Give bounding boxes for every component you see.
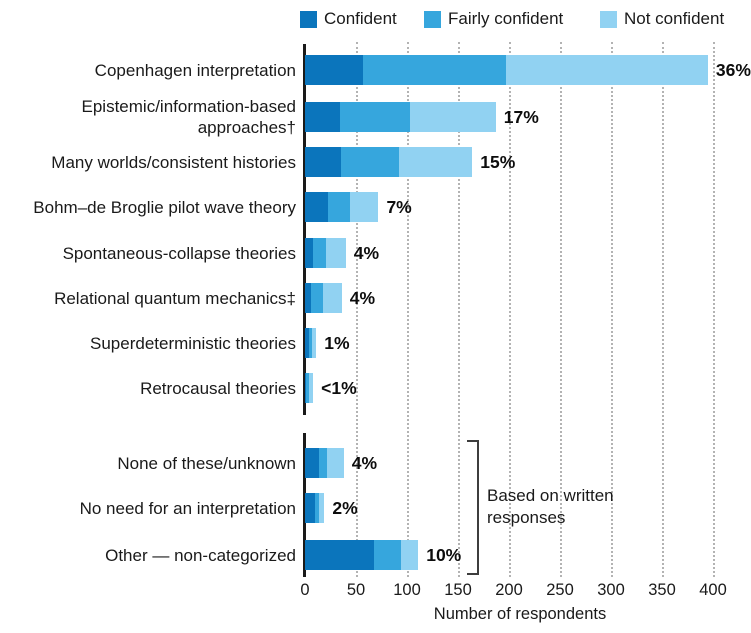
legend-label: Fairly confident xyxy=(448,9,564,28)
bar-segment-fairly-confident xyxy=(340,147,400,177)
category-label: Epistemic/information-based approaches† xyxy=(81,97,296,137)
bar-segment-not-confident xyxy=(323,283,342,313)
gridline-400 xyxy=(713,42,715,577)
bar-segment-confident xyxy=(305,448,321,478)
x-tick-label: 0 xyxy=(300,581,310,599)
bar-segment-fairly-confident xyxy=(339,102,412,132)
category-label: Many worlds/consistent histories xyxy=(51,152,296,172)
gridline-50 xyxy=(356,42,358,577)
value-label: 4% xyxy=(353,243,380,263)
bar-segment-not-confident xyxy=(398,147,473,177)
bar-segment-confident xyxy=(305,540,376,570)
category-label: No need for an interpretation xyxy=(79,498,296,518)
legend-swatch-fairly-confident xyxy=(424,10,441,28)
bar-segment-confident xyxy=(305,55,365,85)
bar-segment-not-confident xyxy=(319,493,325,523)
legend-swatch-confident xyxy=(300,10,317,28)
value-label: <1% xyxy=(321,378,357,398)
bracket-vertical xyxy=(477,440,479,575)
value-label: 36% xyxy=(715,60,751,80)
bar-segment-not-confident xyxy=(309,373,314,403)
category-label: Other — non-categorized xyxy=(105,545,296,565)
y-axis-line-lower xyxy=(303,433,306,577)
category-label: None of these/unknown xyxy=(117,453,296,473)
gridline-100 xyxy=(407,42,409,577)
x-tick-label: 50 xyxy=(346,581,366,599)
value-label: 4% xyxy=(349,288,376,308)
x-tick-label: 200 xyxy=(495,581,523,599)
gridline-250 xyxy=(560,42,562,577)
legend-label: Not confident xyxy=(624,9,725,28)
gridline-150 xyxy=(458,42,460,577)
bar-segment-not-confident xyxy=(312,328,317,358)
x-tick-label: 350 xyxy=(648,581,676,599)
bar-segment-confident xyxy=(305,192,330,222)
category-label: Superdeterministic theories xyxy=(90,333,296,353)
category-label: Spontaneous-collapse theories xyxy=(62,243,296,263)
legend-swatch-not-confident xyxy=(600,10,617,28)
gridline-350 xyxy=(662,42,664,577)
bar-segment-not-confident xyxy=(505,55,708,85)
bar-segment-not-confident xyxy=(349,192,379,222)
x-tick-label: 100 xyxy=(393,581,421,599)
category-label: Retrocausal theories xyxy=(140,378,296,398)
legend-item: Not confident xyxy=(600,8,724,30)
gridline-300 xyxy=(611,42,613,577)
value-label: 15% xyxy=(480,152,516,172)
category-label: Copenhagen interpretation xyxy=(94,60,296,80)
value-label: 4% xyxy=(351,453,378,473)
gridline-200 xyxy=(509,42,511,577)
value-label: 7% xyxy=(386,197,412,217)
value-label: 2% xyxy=(332,498,358,518)
legend-label: Confident xyxy=(324,9,397,28)
bar-segment-not-confident xyxy=(400,540,419,570)
bar-segment-fairly-confident xyxy=(311,283,325,313)
bracket-top-tick xyxy=(467,440,479,442)
bracket-bottom-tick xyxy=(467,573,479,575)
x-tick-label: 250 xyxy=(546,581,574,599)
legend-item: Fairly confident xyxy=(424,8,563,30)
bar-segment-confident xyxy=(305,147,342,177)
bar-segment-not-confident xyxy=(326,238,346,268)
value-label: 17% xyxy=(503,107,539,127)
category-label: Bohm–de Broglie pilot wave theory xyxy=(33,197,296,217)
bar-segment-confident xyxy=(305,102,341,132)
bar-segment-fairly-confident xyxy=(374,540,402,570)
bar-segment-fairly-confident xyxy=(313,238,328,268)
bar-segment-not-confident xyxy=(410,102,496,132)
x-tick-label: 400 xyxy=(699,581,727,599)
value-label: 10% xyxy=(426,545,462,565)
bracket-annotation: Based on written responses xyxy=(487,486,614,527)
bar-segment-fairly-confident xyxy=(328,192,351,222)
x-tick-label: 150 xyxy=(444,581,472,599)
x-axis-title: Number of respondents xyxy=(433,605,607,623)
bar-segment-fairly-confident xyxy=(363,55,507,85)
bar-segment-not-confident xyxy=(327,448,344,478)
legend-item: Confident xyxy=(300,8,397,30)
y-axis-line-upper xyxy=(303,44,306,415)
category-label: Relational quantum mechanics‡ xyxy=(54,288,296,308)
x-tick-label: 300 xyxy=(597,581,625,599)
value-label: 1% xyxy=(324,333,350,353)
